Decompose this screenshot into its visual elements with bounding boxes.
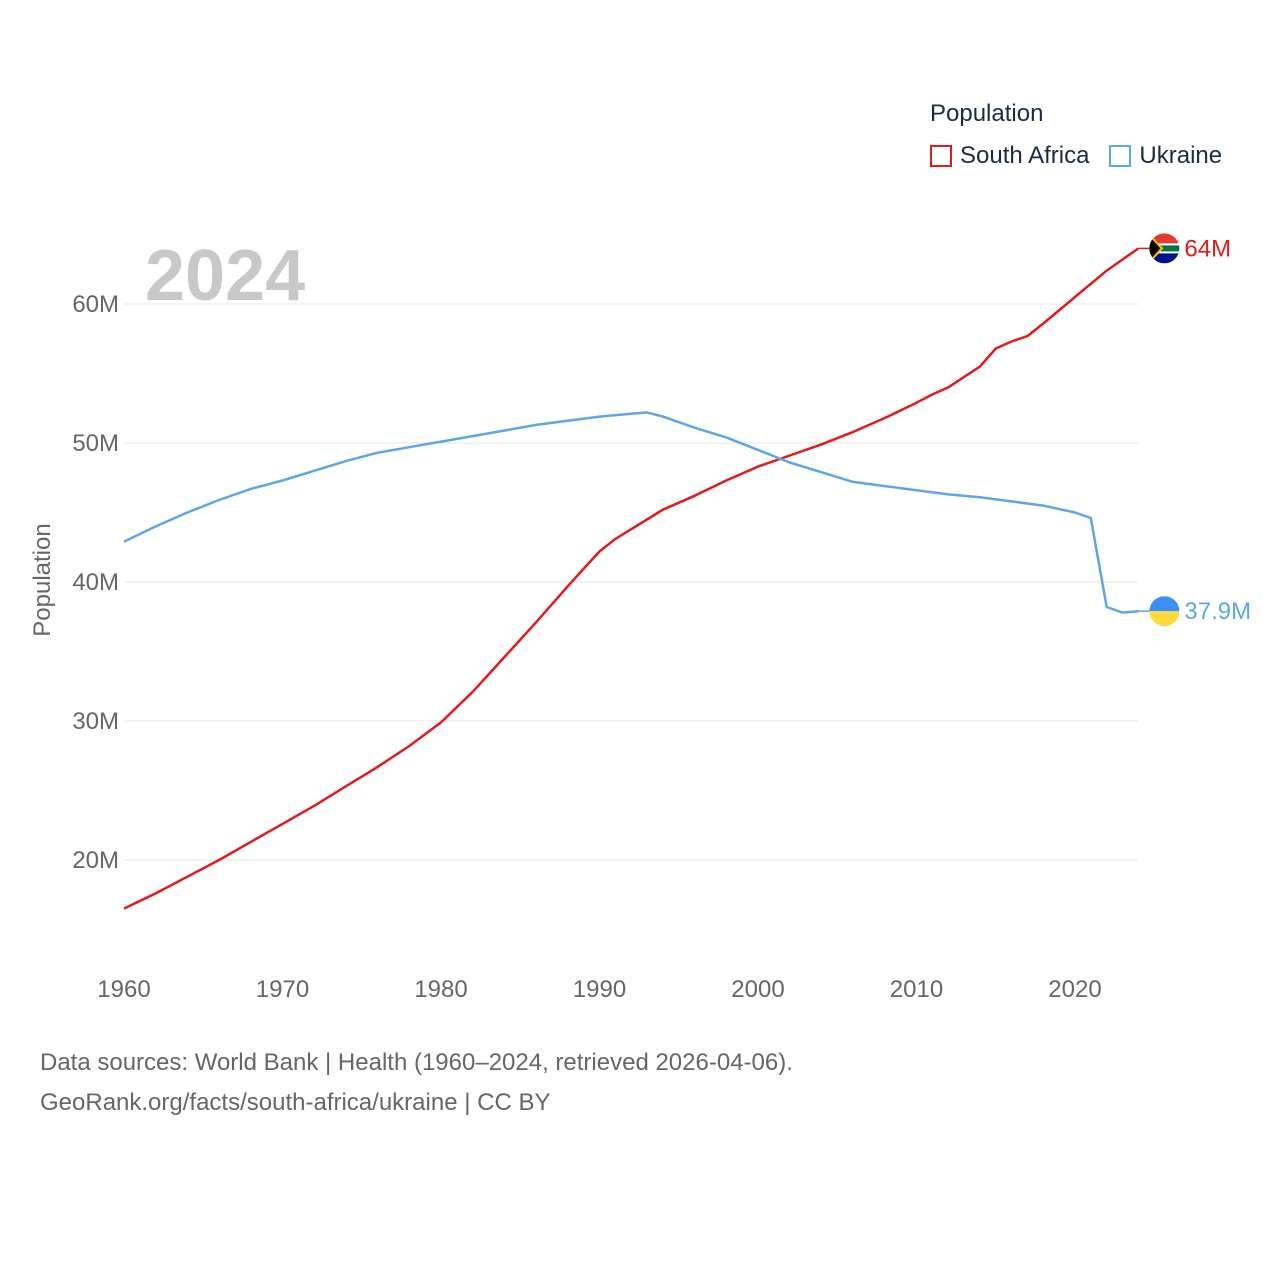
legend-label-south-africa: South Africa [960,142,1090,169]
y-tick-label: 50M [72,430,119,457]
footer-sources: Data sources: World Bank | Health (1960–… [40,1049,793,1076]
line-chart: 2024 20M 30M 40M 50M 60M 1960 1970 1980 1990 200… [29,233,1251,1003]
footer: Data sources: World Bank | Health (1960–… [40,1043,793,1123]
x-tick-label: 1970 [256,976,309,1003]
series-lines [123,247,1140,910]
series-line-ukraine[interactable] [123,411,1139,614]
y-tick-label: 30M [72,708,119,735]
x-tick-label: 2000 [731,976,784,1003]
x-tick-label: 1990 [573,976,626,1003]
south-africa-flag-icon [1149,233,1180,264]
legend-swatch-south-africa [930,145,952,167]
y-tick-label: 20M [72,847,119,874]
y-tick-label: 60M [72,291,119,318]
footer-link[interactable]: GeoRank.org/facts/south-africa/ukraine |… [40,1089,551,1116]
year-watermark: 2024 [145,236,305,316]
legend-label-ukraine: Ukraine [1139,142,1223,169]
x-tick-label: 1980 [414,976,467,1003]
end-markers: 64M 37.9M [1138,233,1251,627]
legend-swatch-ukraine [1109,145,1132,167]
x-tick-label: 1960 [97,976,150,1003]
legend-item-ukraine[interactable]: Ukraine [1109,142,1222,170]
end-value-label: 37.9M [1184,598,1251,625]
x-tick-label: 2020 [1048,976,1101,1003]
y-tick-label: 40M [72,569,119,596]
ukraine-flag-icon [1149,596,1180,627]
y-axis-ticks: 20M 30M 40M 50M 60M [72,291,119,874]
series-line-south-africa[interactable] [123,247,1140,910]
legend-item-south-africa[interactable]: South Africa [930,142,1089,170]
legend: South Africa Ukraine [930,142,1242,170]
end-value-label: 64M [1184,235,1231,262]
x-axis-ticks: 1960 1970 1980 1990 2000 2010 2020 [97,976,1101,1003]
y-axis-label: Population [29,523,56,636]
y-gridlines [124,303,1138,861]
legend-title: Population [930,100,1044,127]
x-tick-label: 2010 [890,976,943,1003]
